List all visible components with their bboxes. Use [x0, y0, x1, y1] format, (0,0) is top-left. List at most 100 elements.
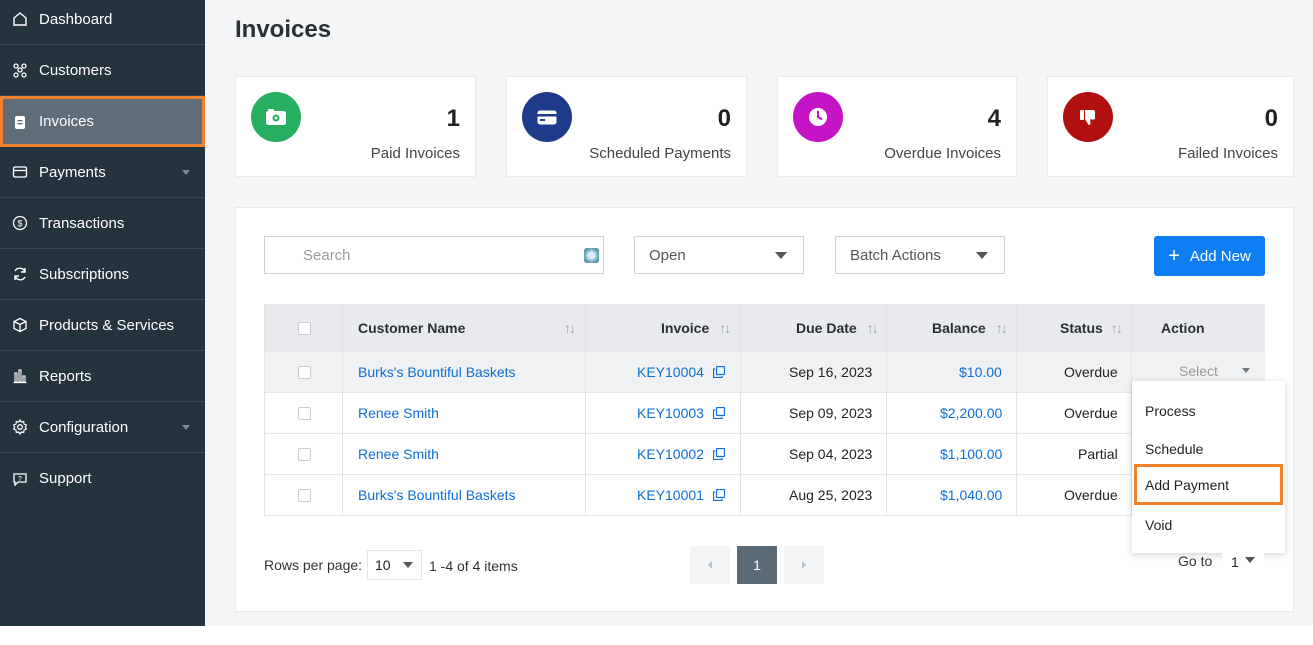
due-date: Aug 25, 2023 — [789, 487, 873, 503]
goto-page-select[interactable]: 1 — [1222, 548, 1264, 576]
status-text: Overdue — [1064, 405, 1118, 421]
svg-text:?: ? — [18, 476, 22, 483]
stat-label: Failed Invoices — [1177, 145, 1278, 162]
refresh-icon — [11, 265, 29, 283]
due-date: Sep 16, 2023 — [789, 364, 873, 380]
chevron-down-icon[interactable] — [1242, 368, 1250, 373]
header-status[interactable]: Status ↑↓ — [1060, 320, 1123, 336]
column-divider — [264, 304, 265, 516]
sidebar-item-customers[interactable]: Customers — [0, 45, 205, 96]
status-filter-value: Open — [649, 246, 686, 264]
chart-icon — [11, 367, 29, 385]
row-checkbox[interactable] — [298, 352, 311, 392]
customer-link[interactable]: Burks's Bountiful Baskets — [358, 487, 516, 503]
prev-page-button[interactable] — [690, 546, 730, 584]
box-icon — [11, 316, 29, 334]
sort-icon[interactable]: ↑↓ — [564, 320, 576, 336]
table-row: Burks's Bountiful Baskets KEY10001 Aug 2… — [264, 475, 1265, 516]
row-checkbox[interactable] — [298, 475, 311, 515]
header-balance[interactable]: Balance ↑↓ — [932, 320, 1008, 336]
sort-icon[interactable]: ↑↓ — [719, 320, 731, 336]
stat-label: Overdue Invoices — [884, 145, 1001, 162]
copy-icon[interactable] — [712, 366, 725, 378]
balance-link[interactable]: $10.00 — [959, 364, 1002, 380]
sidebar-item-label: Configuration — [39, 418, 129, 436]
status-text: Partial — [1078, 446, 1118, 462]
sidebar-item-invoices[interactable]: Invoices — [0, 96, 205, 147]
stat-card-failed[interactable]: 0 Failed Invoices — [1047, 76, 1294, 177]
sidebar-item-label: Transactions — [39, 214, 125, 232]
svg-text:$: $ — [17, 219, 22, 229]
sidebar-item-label: Products & Services — [39, 316, 175, 334]
page-button-current[interactable]: 1 — [737, 546, 777, 584]
search-icon[interactable] — [584, 248, 599, 263]
copy-icon[interactable] — [712, 489, 725, 501]
row-checkbox[interactable] — [298, 434, 311, 474]
sort-icon[interactable]: ↑↓ — [866, 320, 879, 336]
rows-per-page-value: 10 — [375, 557, 391, 573]
invoice-icon — [11, 113, 29, 131]
menu-item-void[interactable]: Void — [1145, 517, 1173, 533]
menu-item-process[interactable]: Process — [1145, 403, 1196, 419]
card-icon — [522, 92, 572, 142]
chevron-right-icon — [802, 561, 806, 569]
table-row: Renee Smith KEY10003 Sep 09, 2023 $2,200… — [264, 393, 1265, 434]
action-select[interactable]: Select — [1179, 363, 1218, 379]
search-input[interactable] — [264, 236, 604, 274]
menu-item-add-payment[interactable]: Add Payment — [1134, 464, 1283, 505]
sort-icon[interactable]: ↑↓ — [1110, 320, 1123, 336]
header-customer-name[interactable]: Customer Name — [358, 320, 466, 336]
sidebar-item-support[interactable]: ? Support — [0, 453, 205, 504]
stat-card-paid[interactable]: 1 Paid Invoices — [235, 76, 476, 177]
gear-icon — [11, 418, 29, 436]
status-text: Overdue — [1064, 487, 1118, 503]
customer-link[interactable]: Renee Smith — [358, 405, 439, 421]
header-invoice[interactable]: Invoice ↑↓ — [661, 320, 731, 336]
stat-label: Scheduled Payments — [589, 145, 731, 162]
customer-link[interactable]: Burks's Bountiful Baskets — [358, 364, 516, 380]
sidebar-item-subscriptions[interactable]: Subscriptions — [0, 249, 205, 300]
action-menu: Process Schedule Add Payment Void — [1132, 381, 1285, 553]
stat-card-overdue[interactable]: 4 Overdue Invoices — [777, 76, 1017, 177]
copy-icon[interactable] — [712, 407, 725, 419]
sidebar-item-products-services[interactable]: Products & Services — [0, 300, 205, 351]
sidebar-item-configuration[interactable]: Configuration — [0, 402, 205, 453]
add-new-button[interactable]: + Add New — [1154, 236, 1265, 276]
invoice-link[interactable]: KEY10004 — [637, 364, 704, 380]
invoice-link[interactable]: KEY10003 — [637, 405, 704, 421]
batch-actions-select[interactable]: Batch Actions — [835, 236, 1005, 274]
sidebar-item-payments[interactable]: Payments — [0, 147, 205, 198]
stat-count: 0 — [717, 105, 731, 132]
select-all-checkbox[interactable] — [298, 304, 311, 352]
header-due-date[interactable]: Due Date ↑↓ — [796, 320, 879, 336]
sidebar-item-label: Subscriptions — [39, 265, 130, 283]
chevron-down-icon — [976, 252, 988, 259]
items-range: 1 -4 of 4 items — [429, 558, 518, 574]
customer-link[interactable]: Renee Smith — [358, 446, 439, 462]
sidebar-item-transactions[interactable]: $ Transactions — [0, 198, 205, 249]
table-row: Renee Smith KEY10002 Sep 04, 2023 $1,100… — [264, 434, 1265, 475]
row-checkbox[interactable] — [298, 393, 311, 433]
balance-link[interactable]: $2,200.00 — [940, 405, 1003, 421]
sidebar-item-label: Payments — [39, 163, 106, 181]
due-date: Sep 09, 2023 — [789, 405, 873, 421]
menu-item-schedule[interactable]: Schedule — [1145, 441, 1204, 457]
sidebar-item-dashboard[interactable]: Dashboard — [0, 0, 205, 45]
copy-icon[interactable] — [712, 448, 725, 460]
rows-per-page-select[interactable]: 10 — [367, 550, 422, 580]
goto-page-value: 1 — [1231, 554, 1239, 570]
table-row: Burks's Bountiful Baskets KEY10004 Sep 1… — [264, 352, 1265, 393]
next-page-button[interactable] — [784, 546, 824, 584]
sidebar-item-reports[interactable]: Reports — [0, 351, 205, 402]
table-header: Customer Name ↑↓ Invoice ↑↓ Due Date ↑↓ … — [264, 304, 1265, 352]
camera-icon — [251, 92, 301, 142]
invoice-link[interactable]: KEY10002 — [637, 446, 704, 462]
status-filter-select[interactable]: Open — [634, 236, 804, 274]
balance-link[interactable]: $1,100.00 — [940, 446, 1003, 462]
column-divider — [740, 304, 741, 516]
stat-card-scheduled[interactable]: 0 Scheduled Payments — [506, 76, 747, 177]
sort-icon[interactable]: ↑↓ — [995, 320, 1008, 336]
invoice-link[interactable]: KEY10001 — [637, 487, 704, 503]
balance-link[interactable]: $1,040.00 — [940, 487, 1003, 503]
home-icon — [11, 10, 29, 28]
